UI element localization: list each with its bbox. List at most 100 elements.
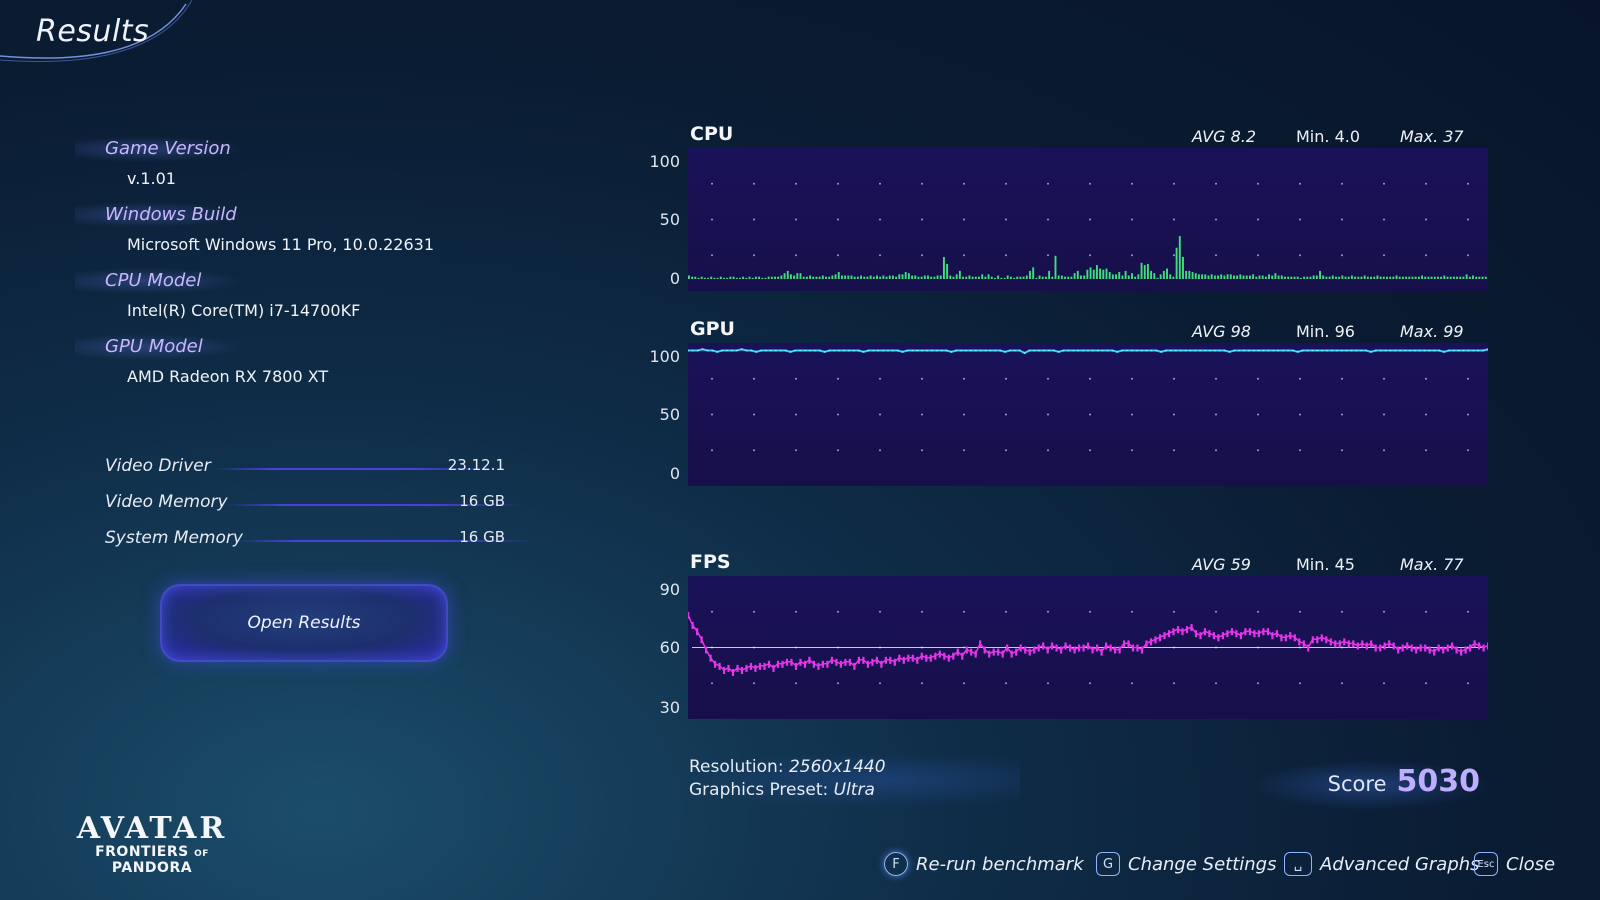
gpu-grid-dot [1131, 377, 1133, 380]
gpu-point [1335, 349, 1338, 352]
gpu-point [794, 349, 797, 352]
cpu-bar [974, 276, 977, 279]
gpu-point [818, 349, 821, 352]
gpu-point [701, 348, 704, 351]
gpu-point [799, 349, 802, 352]
gpu-point [1077, 349, 1080, 352]
gpu-grid-dot [1131, 449, 1133, 452]
cpu-bar [1131, 273, 1133, 279]
cpu-bar [840, 275, 843, 279]
open-results-button[interactable]: Open Results [160, 584, 448, 662]
cpu-bar [984, 276, 987, 279]
fps-grid-dot [1299, 682, 1301, 685]
cpu-grid-dot [1047, 182, 1049, 185]
cpu-grid-dot [1383, 182, 1385, 185]
cpu-bar [1408, 276, 1411, 279]
gpu-point [984, 349, 987, 352]
cpu-bar [1060, 275, 1063, 279]
cpu-bar [1449, 276, 1452, 279]
cpu-bar [1150, 270, 1153, 279]
gpu-point [853, 349, 855, 352]
cpu-bar [1382, 276, 1385, 279]
cpu-bar [1041, 276, 1044, 279]
gpu-grid-dot [1341, 449, 1343, 452]
system-memory-row: System Memory 16 GB [105, 528, 535, 552]
cpu-bar [1309, 276, 1312, 279]
gpu-point [892, 349, 894, 352]
preset-label: Graphics Preset: [689, 780, 834, 800]
gpu-grid-dot [963, 449, 965, 452]
cpu-bar [853, 276, 856, 279]
fps-grid-dot [1173, 610, 1175, 613]
gpu-grid-dot [837, 449, 839, 452]
cpu-grid-dot [1215, 182, 1217, 185]
gpu-point [828, 349, 831, 352]
cpu-grid-dot [1047, 218, 1049, 221]
fps-grid-dot [879, 610, 881, 613]
cpu-bar [723, 277, 725, 279]
close-button[interactable]: Esc Close [1474, 852, 1555, 876]
cpu-bar [799, 273, 802, 279]
cpu-bar [745, 277, 748, 279]
cpu-bar [1271, 275, 1274, 279]
logo-subtitle: FRONTIERS OF PANDORA [72, 844, 232, 876]
cpu-bar [828, 276, 831, 279]
cpu-grid-dot [1299, 218, 1301, 221]
gpu-point [1009, 349, 1011, 352]
cpu-bar [818, 276, 821, 279]
cpu-grid-dot [963, 182, 965, 185]
gpu-grid-dot [711, 449, 713, 452]
gpu-point [770, 349, 772, 352]
cpu-bar [917, 276, 920, 279]
gpu-point [1126, 349, 1128, 352]
cpu-grid-dot [1089, 254, 1091, 257]
gpu-grid-dot [921, 449, 923, 452]
gpu-point [1028, 349, 1031, 352]
cpu-plot-background [688, 148, 1488, 291]
gpu-grid-dot [795, 377, 797, 380]
system-memory-value: 16 GB [459, 528, 505, 546]
cpu-bar [1111, 274, 1114, 279]
gpu-point [848, 349, 850, 352]
gpu-plot-background [688, 343, 1488, 486]
fps-grid-dot [963, 610, 965, 613]
gpu-point [1282, 349, 1284, 352]
fps-grid-dot [1425, 610, 1427, 613]
cpu-grid-dot [1425, 182, 1427, 185]
fps-grid-dot [1173, 682, 1175, 685]
cpu-bar [1248, 275, 1251, 279]
cpu-bar [1204, 274, 1207, 279]
cpu-bar [1338, 276, 1341, 279]
cpu-bar [1217, 275, 1219, 279]
cpu-bar [1051, 276, 1054, 279]
cpu-bar [1290, 276, 1293, 279]
gpu-point [1170, 349, 1172, 352]
cpu-bar [1366, 276, 1369, 279]
gpu-point [688, 349, 689, 352]
cpu-bar [815, 276, 818, 279]
video-driver-label: Video Driver [105, 456, 211, 476]
cpu-bar [793, 275, 796, 279]
cpu-bar [1038, 275, 1041, 279]
gpu-point [1296, 350, 1299, 353]
cpu-bar [844, 275, 847, 279]
cpu-bar [1137, 274, 1140, 279]
cpu-bar [1312, 275, 1315, 279]
cpu-bar [901, 274, 904, 279]
advanced-graphs-button[interactable]: ␣ Advanced Graphs [1284, 852, 1480, 876]
rerun-benchmark-button[interactable]: F Re-run benchmark [884, 852, 1084, 876]
cpu-bar [1357, 276, 1360, 279]
cpu-bar [1140, 262, 1143, 279]
change-settings-button[interactable]: G Change Settings [1096, 852, 1276, 876]
gpu-point [1018, 349, 1021, 352]
cpu-bar [1258, 275, 1261, 279]
cpu-bar [1472, 275, 1474, 279]
gpu-point [1135, 349, 1138, 352]
gpu-grid-dot [1131, 413, 1133, 416]
change-settings-label: Change Settings [1128, 853, 1277, 875]
gpu-point [765, 349, 767, 352]
cpu-grid-dot [1257, 254, 1259, 257]
gpu-point [692, 349, 694, 352]
fps-avg: AVG 59 [1192, 555, 1251, 574]
game-version-value: v.1.01 [127, 169, 176, 188]
